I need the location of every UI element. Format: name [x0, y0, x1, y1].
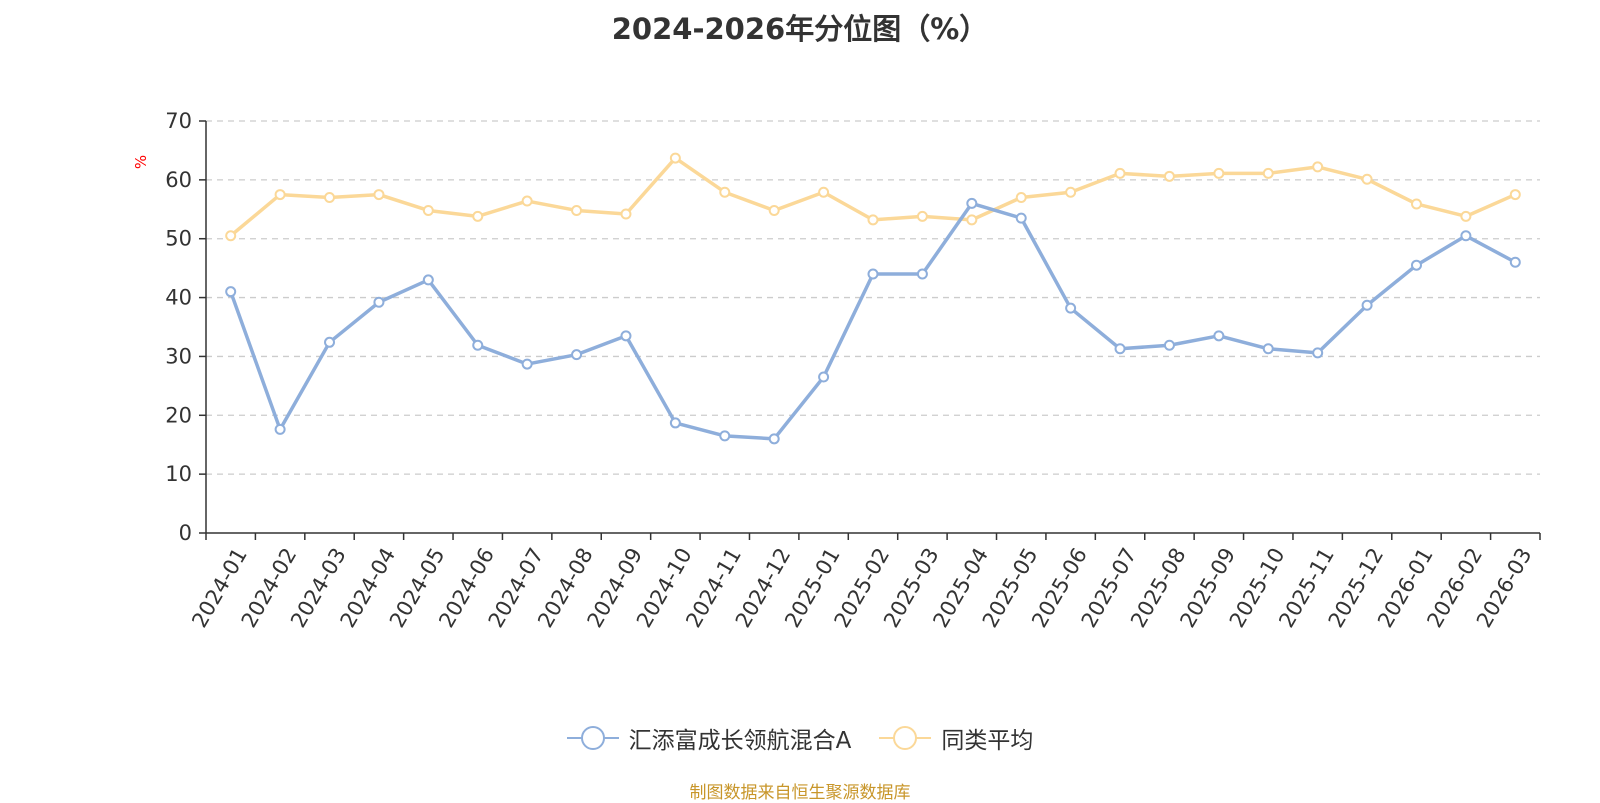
legend-label: 汇添富成长领航混合A	[628, 728, 852, 754]
y-tick-label: 60	[165, 168, 192, 192]
data-point[interactable]	[620, 208, 632, 220]
data-point[interactable]	[1262, 167, 1274, 179]
data-point[interactable]	[472, 210, 484, 222]
legend-swatch-icon	[879, 724, 932, 752]
data-point[interactable]	[1015, 192, 1027, 204]
data-point[interactable]	[1262, 343, 1274, 355]
series-1	[225, 152, 1521, 242]
data-point[interactable]	[225, 286, 237, 298]
data-point[interactable]	[521, 358, 533, 370]
data-point[interactable]	[1509, 256, 1521, 268]
chart-title: 2024-2026年分位图（%）	[611, 12, 989, 46]
data-point[interactable]	[1163, 170, 1175, 182]
y-tick-label: 20	[165, 403, 192, 427]
data-point[interactable]	[1114, 343, 1126, 355]
data-point[interactable]	[1361, 173, 1373, 185]
data-point[interactable]	[373, 296, 385, 308]
data-point[interactable]	[1460, 230, 1472, 242]
data-point[interactable]	[1065, 302, 1077, 314]
data-point[interactable]	[719, 430, 731, 442]
data-point[interactable]	[472, 339, 484, 351]
data-point[interactable]	[1163, 339, 1175, 351]
y-tick-label: 10	[165, 462, 192, 486]
legend-item-series-1[interactable]: 同类平均	[879, 721, 1033, 755]
data-point[interactable]	[1015, 212, 1027, 224]
data-point[interactable]	[1213, 167, 1225, 179]
axes: 0102030405060702024-012024-022024-032024…	[165, 109, 1541, 632]
data-point[interactable]	[818, 371, 830, 383]
data-point[interactable]	[571, 204, 583, 216]
data-point[interactable]	[422, 274, 434, 286]
legend-swatch-icon	[566, 724, 619, 752]
data-point[interactable]	[1509, 189, 1521, 201]
data-point[interactable]	[966, 214, 978, 226]
data-point[interactable]	[867, 268, 879, 280]
data-point[interactable]	[1213, 330, 1225, 342]
y-tick-label: 70	[165, 109, 192, 133]
y-tick-label: 40	[165, 286, 192, 310]
y-tick-label: 30	[165, 344, 192, 368]
data-point[interactable]	[620, 330, 632, 342]
data-point[interactable]	[274, 423, 286, 435]
data-point[interactable]	[1361, 299, 1373, 311]
data-point[interactable]	[669, 417, 681, 429]
data-point[interactable]	[867, 214, 879, 226]
legend-item-series-0[interactable]: 汇添富成长领航混合A	[566, 721, 852, 755]
data-point[interactable]	[274, 189, 286, 201]
data-point[interactable]	[324, 336, 336, 348]
data-point[interactable]	[1410, 198, 1422, 210]
data-point[interactable]	[768, 433, 780, 445]
data-point[interactable]	[422, 204, 434, 216]
y-tick-label: 0	[179, 521, 192, 545]
data-point[interactable]	[1410, 259, 1422, 271]
legend-label: 同类平均	[941, 728, 1034, 754]
data-point[interactable]	[1312, 161, 1324, 173]
data-point[interactable]	[1065, 186, 1077, 198]
data-point[interactable]	[571, 349, 583, 361]
data-point[interactable]	[225, 230, 237, 242]
data-point[interactable]	[669, 152, 681, 164]
data-point[interactable]	[324, 192, 336, 204]
y-axis-label: %	[132, 155, 150, 169]
data-point[interactable]	[521, 195, 533, 207]
data-point[interactable]	[719, 186, 731, 198]
data-point[interactable]	[916, 210, 928, 222]
data-point[interactable]	[373, 189, 385, 201]
data-source-note: 制图数据来自恒生聚源数据库	[689, 783, 911, 803]
series-lines	[225, 152, 1521, 445]
data-point[interactable]	[1460, 210, 1472, 222]
data-point[interactable]	[1114, 167, 1126, 179]
data-point[interactable]	[1312, 347, 1324, 359]
data-point[interactable]	[916, 268, 928, 280]
data-point[interactable]	[966, 197, 978, 209]
data-point[interactable]	[818, 186, 830, 198]
grid-lines	[206, 120, 1540, 475]
series-0	[225, 197, 1521, 445]
data-point[interactable]	[768, 204, 780, 216]
legend: 汇添富成长领航混合A 同类平均	[0, 722, 1600, 754]
y-tick-label: 50	[165, 227, 192, 251]
